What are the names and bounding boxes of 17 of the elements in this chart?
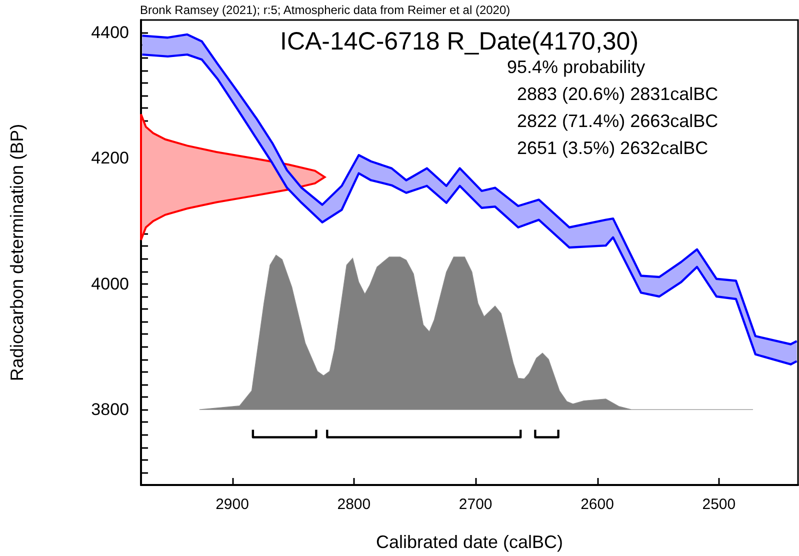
chart-title: ICA-14C-6718 R_Date(4170,30) [280,28,639,56]
y-tick-label: 4000 [91,274,129,294]
y-tick-label: 4200 [91,148,129,168]
x-tick-label: 2500 [702,496,736,513]
x-axis-title: Calibrated date (calBC) [376,532,564,552]
annotation: 2883 (20.6%) 2831calBC [517,84,718,104]
text: Bronk Ramsey (2021); r:5; Atmospheric data from Reimer et al (2020) [140,3,510,17]
x-tick-label: 2700 [458,496,492,513]
x-tick-label: 2600 [580,496,614,513]
annotation: 2822 (71.4%) 2663calBC [517,111,718,131]
annotation: 2651 (3.5%) 2632calBC [517,138,708,158]
y-tick-label: 4400 [91,23,129,42]
y-tick-label: 3800 [91,400,129,420]
x-tick-label: 2900 [216,496,249,513]
x-tick-label: 2800 [337,496,371,513]
y-axis-title: Radiocarbon determination (BP) [7,124,27,382]
annotation: 95.4% probability [507,57,646,77]
